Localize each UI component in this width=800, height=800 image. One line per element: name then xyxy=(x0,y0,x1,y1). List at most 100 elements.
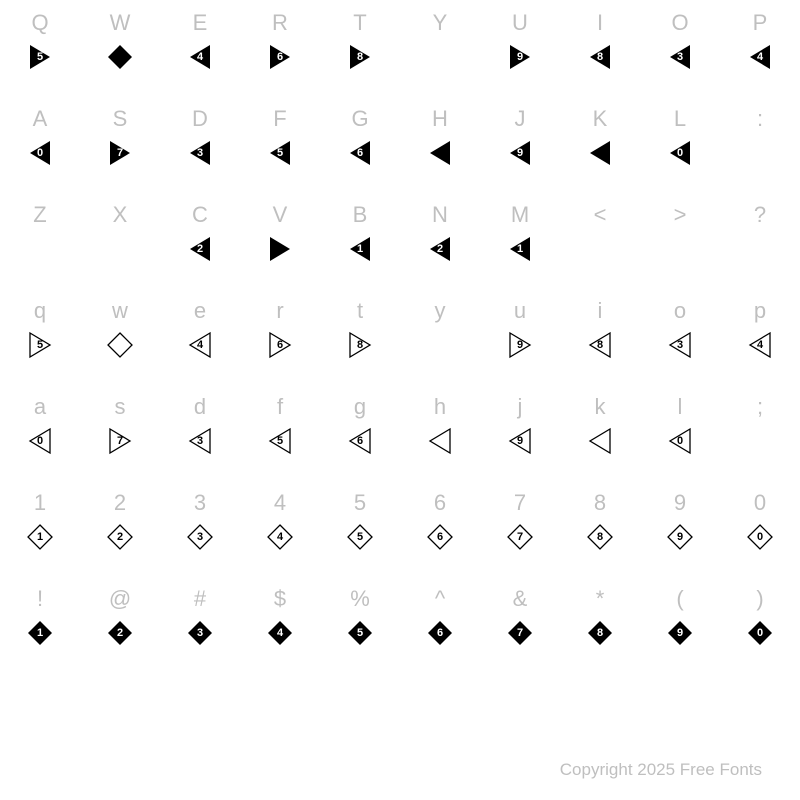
glyph-diamond-outline xyxy=(106,331,134,359)
key-label: 5 xyxy=(354,490,366,516)
key-cell: Z xyxy=(0,202,80,228)
glyph-tri-left-filled: 2 xyxy=(186,235,214,263)
glyph-tri-left-filled: 0 xyxy=(666,139,694,167)
key-label: l xyxy=(678,394,683,420)
glyph-cell: 0 xyxy=(640,427,720,455)
glyph-cell: 8 xyxy=(560,331,640,359)
glyph-diamond-filled: 0 xyxy=(746,619,774,647)
glyph-tri-left-outline: 6 xyxy=(346,427,374,455)
glyph-cell: 3 xyxy=(160,523,240,551)
key-cell: 3 xyxy=(160,490,240,516)
key-label: V xyxy=(273,202,288,228)
glyph-cell: 4 xyxy=(240,523,320,551)
glyph-cell xyxy=(560,427,640,455)
glyph-diamond-filled: 3 xyxy=(186,619,214,647)
glyph-tri-left-filled: 8 xyxy=(586,43,614,71)
glyph-cell: 9 xyxy=(480,139,560,167)
glyph-cell: 2 xyxy=(80,523,160,551)
glyph-tri-right-outline: 6 xyxy=(266,331,294,359)
glyph-tri-left-filled: 1 xyxy=(506,235,534,263)
key-label: 1 xyxy=(34,490,46,516)
key-row: 1234567890 xyxy=(0,486,800,520)
key-label: t xyxy=(357,298,363,324)
glyph-cell: 9 xyxy=(480,43,560,71)
key-label: M xyxy=(511,202,529,228)
key-cell: X xyxy=(80,202,160,228)
glyph-cell: 5 xyxy=(0,43,80,71)
glyph-cell: 2 xyxy=(400,235,480,263)
key-cell: W xyxy=(80,10,160,36)
key-cell: ? xyxy=(720,202,800,228)
glyph-tri-right-outline: 5 xyxy=(26,331,54,359)
key-row: QWERTYUIOP xyxy=(0,6,800,40)
key-cell: 8 xyxy=(560,490,640,516)
glyph-diamond-outline: 6 xyxy=(426,523,454,551)
glyph-tri-left-outline xyxy=(586,427,614,455)
glyph-diamond-filled: 8 xyxy=(586,619,614,647)
key-label: % xyxy=(350,586,370,612)
key-cell: o xyxy=(640,298,720,324)
glyph-tri-left-filled: 0 xyxy=(26,139,54,167)
glyph-cell: 6 xyxy=(240,43,320,71)
key-label: O xyxy=(671,10,688,36)
glyph-tri-left-filled: 1 xyxy=(346,235,374,263)
key-cell: M xyxy=(480,202,560,228)
key-cell: 5 xyxy=(320,490,400,516)
glyph-cell: 9 xyxy=(480,427,560,455)
key-label: 7 xyxy=(514,490,526,516)
key-label: < xyxy=(594,202,607,228)
key-label: 9 xyxy=(674,490,686,516)
key-cell: & xyxy=(480,586,560,612)
key-label: ; xyxy=(757,394,763,420)
key-label: r xyxy=(276,298,283,324)
glyph-cell: 0 xyxy=(0,427,80,455)
key-label: u xyxy=(514,298,526,324)
glyph-tri-right-outline: 7 xyxy=(106,427,134,455)
glyph-tri-right-filled: 5 xyxy=(26,43,54,71)
glyph-diamond-outline: 7 xyxy=(506,523,534,551)
key-label: I xyxy=(597,10,603,36)
key-label: i xyxy=(598,298,603,324)
key-label: W xyxy=(110,10,131,36)
key-label: 8 xyxy=(594,490,606,516)
glyph-diamond-outline: 4 xyxy=(266,523,294,551)
glyph-cell: 1 xyxy=(480,235,560,263)
key-label: e xyxy=(194,298,206,324)
key-row: ASDFGHJKL: xyxy=(0,102,800,136)
key-cell: S xyxy=(80,106,160,132)
glyph-cell: 9 xyxy=(640,619,720,647)
glyph-diamond-filled: 9 xyxy=(666,619,694,647)
glyph-cell: 7 xyxy=(80,427,160,455)
key-label: F xyxy=(273,106,286,132)
key-label: ? xyxy=(754,202,766,228)
glyph-cell: 5 xyxy=(240,427,320,455)
glyph-tri-right-filled xyxy=(266,235,294,263)
key-cell: @ xyxy=(80,586,160,612)
key-cell: : xyxy=(720,106,800,132)
key-cell: ! xyxy=(0,586,80,612)
key-cell: e xyxy=(160,298,240,324)
key-label: 4 xyxy=(274,490,286,516)
key-label: J xyxy=(515,106,526,132)
glyph-diamond-filled: 6 xyxy=(426,619,454,647)
key-cell: U xyxy=(480,10,560,36)
glyph-diamond-outline: 3 xyxy=(186,523,214,551)
key-label: k xyxy=(595,394,606,420)
glyph-tri-left-outline: 4 xyxy=(186,331,214,359)
glyph-tri-left-outline xyxy=(426,427,454,455)
key-cell: Y xyxy=(400,10,480,36)
key-label: p xyxy=(754,298,766,324)
key-label: s xyxy=(115,394,126,420)
glyph-diamond-outline: 5 xyxy=(346,523,374,551)
glyph-cell: 4 xyxy=(720,331,800,359)
key-label: P xyxy=(753,10,768,36)
key-cell: j xyxy=(480,394,560,420)
key-label: L xyxy=(674,106,686,132)
glyph-cell: 1 xyxy=(320,235,400,263)
key-cell: h xyxy=(400,394,480,420)
key-label: # xyxy=(194,586,206,612)
key-cell: 9 xyxy=(640,490,720,516)
glyph-cell: 8 xyxy=(320,43,400,71)
key-label: f xyxy=(277,394,283,420)
glyph-cell: 6 xyxy=(400,523,480,551)
